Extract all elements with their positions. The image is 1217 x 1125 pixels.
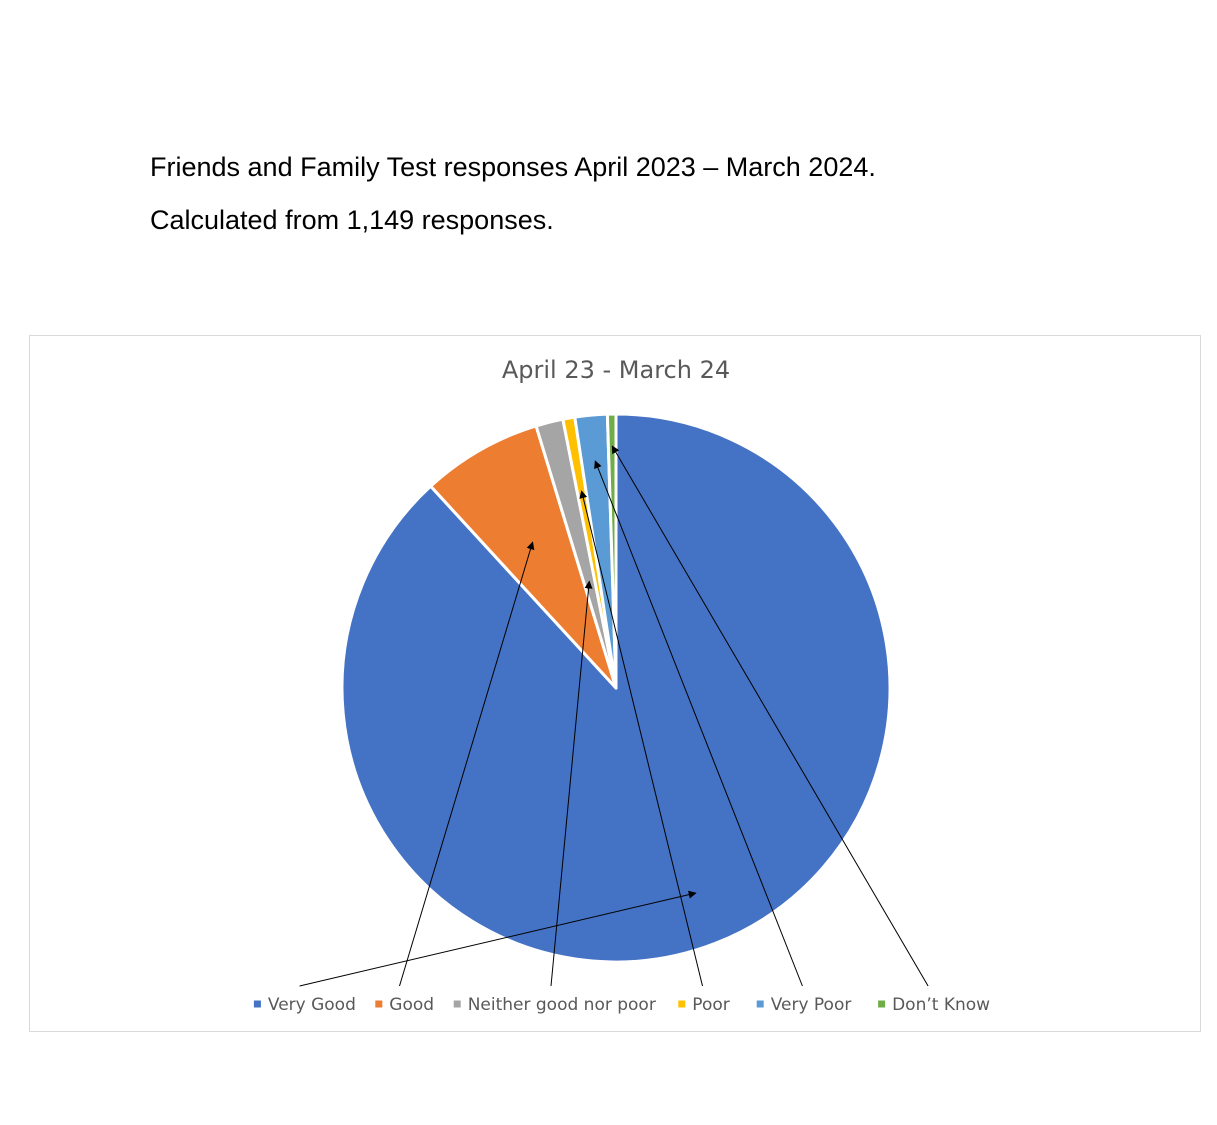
callout-arrow-good xyxy=(399,541,535,987)
page-heading: Friends and Family Test responses April … xyxy=(150,152,876,182)
callout-arrow-don-t-know xyxy=(611,445,929,987)
callout-arrow-very-poor xyxy=(594,460,803,987)
legend-swatch xyxy=(453,1000,461,1008)
pie-slice-good xyxy=(429,424,618,690)
legend-swatch xyxy=(878,1000,886,1008)
legend-item-poor: Poor xyxy=(678,995,730,1015)
pie-slice-don-t-know xyxy=(605,412,618,690)
response-count-note: Calculated from 1,149 responses. xyxy=(150,205,554,235)
chart-title: April 23 - March 24 xyxy=(502,356,730,384)
legend-item-very-poor: Very Poor xyxy=(756,995,852,1015)
legend-label: Good xyxy=(389,995,434,1015)
legend-item-don-t-know: Don’t Know xyxy=(878,995,990,1015)
legend-label: Very Poor xyxy=(771,995,852,1015)
legend-swatch xyxy=(756,1000,764,1008)
legend-item-good: Good xyxy=(375,995,434,1015)
legend-swatch xyxy=(253,1000,261,1008)
legend-item-very-good: Very Good xyxy=(253,995,356,1015)
legend-item-neither-good-nor-poor: Neither good nor poor xyxy=(453,995,656,1015)
legend-label: Very Good xyxy=(268,995,356,1015)
callout-arrow-very-good xyxy=(299,890,697,987)
callout-arrow-poor xyxy=(579,490,703,987)
legend-swatch xyxy=(375,1000,383,1008)
legend-swatch xyxy=(678,1000,686,1008)
legend-label: Neither good nor poor xyxy=(468,995,656,1015)
callout-arrow-neither-good-nor-poor xyxy=(550,580,593,987)
legend-label: Poor xyxy=(692,995,729,1015)
legend-label: Don’t Know xyxy=(892,995,990,1015)
